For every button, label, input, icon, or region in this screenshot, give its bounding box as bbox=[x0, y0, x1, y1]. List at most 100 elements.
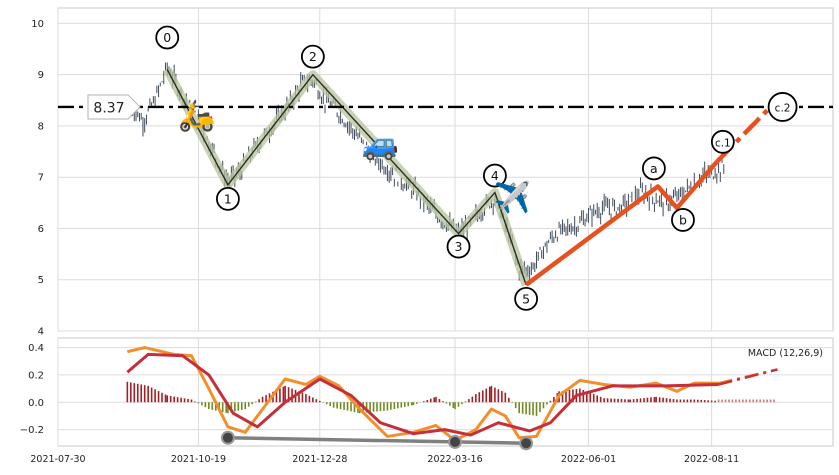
macd-hist-bar bbox=[435, 397, 437, 402]
macd-hist-bar bbox=[629, 400, 631, 403]
macd-hist-bar bbox=[400, 402, 402, 407]
wave-marker-5: 5 bbox=[515, 288, 537, 310]
macd-hist-bar bbox=[650, 397, 652, 402]
macd-hist-bar bbox=[543, 402, 545, 408]
macd-hist-bar-projected bbox=[766, 400, 768, 403]
macd-hist-bar bbox=[387, 402, 389, 410]
macd-hist-bar bbox=[380, 402, 382, 411]
macd-hist-bar bbox=[234, 402, 236, 411]
macd-hist-bar bbox=[472, 397, 474, 403]
macd-hist-bar bbox=[258, 399, 260, 402]
macd-hist-bar bbox=[173, 397, 175, 403]
macd-hist-bar bbox=[596, 395, 598, 402]
macd-hist-bar bbox=[449, 402, 451, 405]
macd-hist-bar bbox=[208, 402, 210, 409]
price-y-tick-label: 6 bbox=[38, 224, 44, 235]
macd-hist-bar bbox=[636, 399, 638, 402]
macd-hist-bar-projected bbox=[746, 400, 748, 403]
price-y-tick-label: 10 bbox=[31, 19, 44, 30]
macd-y-tick-label: −0.2 bbox=[20, 425, 44, 436]
macd-hist-bar bbox=[248, 402, 250, 406]
macd-hist-bar-projected bbox=[728, 400, 730, 403]
macd-hist-bar bbox=[603, 398, 605, 402]
macd-hist-bar bbox=[166, 395, 168, 402]
macd-hist-bar bbox=[137, 384, 139, 402]
macd-hist-bar bbox=[284, 386, 286, 402]
macd-hist-bar bbox=[184, 398, 186, 402]
macd-hist-bar-projected bbox=[732, 400, 734, 403]
macd-hist-bar bbox=[680, 400, 682, 403]
macd-hist-bar bbox=[522, 402, 524, 413]
macd-hist-bar bbox=[697, 400, 699, 403]
macd-hist-bar-projected bbox=[749, 400, 751, 403]
macd-hist-bar bbox=[465, 402, 467, 403]
price-y-tick-label: 5 bbox=[38, 275, 44, 286]
macd-hist-bar bbox=[539, 402, 541, 412]
macd-hist-bar bbox=[491, 386, 493, 402]
wave-marker-label: 0 bbox=[163, 30, 171, 45]
wave-marker-label: 5 bbox=[522, 291, 530, 306]
wave-marker-1: 1 bbox=[217, 188, 239, 210]
macd-hist-bar bbox=[508, 398, 510, 402]
macd-hist-bar-projected bbox=[756, 400, 758, 403]
macd-hist-bar bbox=[394, 402, 396, 409]
macd-hist-bar-projected bbox=[759, 400, 761, 403]
macd-hist-bar bbox=[659, 397, 661, 402]
macd-hist-bar bbox=[194, 401, 196, 402]
macd-hist-bar bbox=[693, 400, 695, 403]
macd-hist-bar bbox=[458, 402, 460, 406]
macd-hist-bar bbox=[347, 402, 349, 410]
macd-hist-bar bbox=[251, 402, 253, 404]
macd-hist-bar bbox=[643, 398, 645, 402]
macd-hist-bar bbox=[453, 402, 455, 408]
macd-hist-bar bbox=[494, 388, 496, 403]
macd-hist-bar bbox=[319, 401, 321, 402]
macd-hist-bar bbox=[255, 402, 257, 403]
macd-hist-bar bbox=[640, 398, 642, 402]
macd-hist-bar bbox=[373, 402, 375, 412]
x-tick-label: 2021-10-19 bbox=[171, 454, 226, 465]
wave-marker-label: b bbox=[679, 212, 687, 227]
macd-hist-bar bbox=[154, 389, 156, 402]
macd-hist-bar bbox=[614, 399, 616, 403]
macd-hist-bar bbox=[262, 397, 264, 402]
macd-hist-bar bbox=[515, 402, 517, 408]
macd-hist-bar bbox=[291, 389, 293, 403]
macd-hist-bar bbox=[610, 399, 612, 403]
scooter-icon: 🛵 bbox=[178, 99, 215, 134]
macd-hist-bar bbox=[222, 402, 224, 412]
macd-hist-bar-projected bbox=[725, 400, 727, 403]
macd-hist-bar bbox=[511, 402, 513, 403]
macd-hist-bar bbox=[683, 400, 685, 403]
macd-hist-bar bbox=[714, 401, 716, 403]
airplane-icon: ✈️ bbox=[494, 179, 531, 216]
price-y-tick-label: 8 bbox=[38, 121, 44, 132]
macd-hist-bar bbox=[489, 387, 491, 402]
macd-hist-bar bbox=[198, 402, 200, 403]
macd-hist-bar bbox=[404, 402, 406, 407]
wave-marker-c2: c.2 bbox=[769, 93, 797, 121]
macd-hist-bar bbox=[329, 402, 331, 406]
macd-y-tick-label: 0.4 bbox=[28, 343, 44, 354]
macd-hist-bar bbox=[617, 399, 619, 402]
macd-hist-bar bbox=[628, 399, 630, 402]
macd-hist-bar bbox=[312, 397, 314, 402]
macd-hist-bar bbox=[633, 399, 635, 402]
macd-hist-bar bbox=[177, 397, 179, 402]
macd-hist-bar-projected bbox=[721, 400, 723, 403]
macd-hist-bar bbox=[501, 391, 503, 402]
macd-hist-bar bbox=[165, 395, 167, 403]
macd-hist-bar bbox=[423, 401, 425, 402]
macd-hist-bar-projected bbox=[773, 400, 775, 403]
price-y-tick-label: 4 bbox=[38, 327, 44, 338]
macd-hist-bar bbox=[439, 399, 441, 402]
macd-hist-bar bbox=[505, 393, 507, 403]
wave-marker-0: 0 bbox=[156, 27, 178, 49]
macd-hist-bar bbox=[687, 400, 689, 403]
wave-marker-label: a bbox=[650, 161, 658, 176]
macd-hist-bar bbox=[550, 401, 552, 402]
macd-hist-bar bbox=[350, 402, 352, 411]
macd-hist-bar bbox=[158, 391, 160, 402]
macd-hist-bar bbox=[147, 386, 149, 402]
